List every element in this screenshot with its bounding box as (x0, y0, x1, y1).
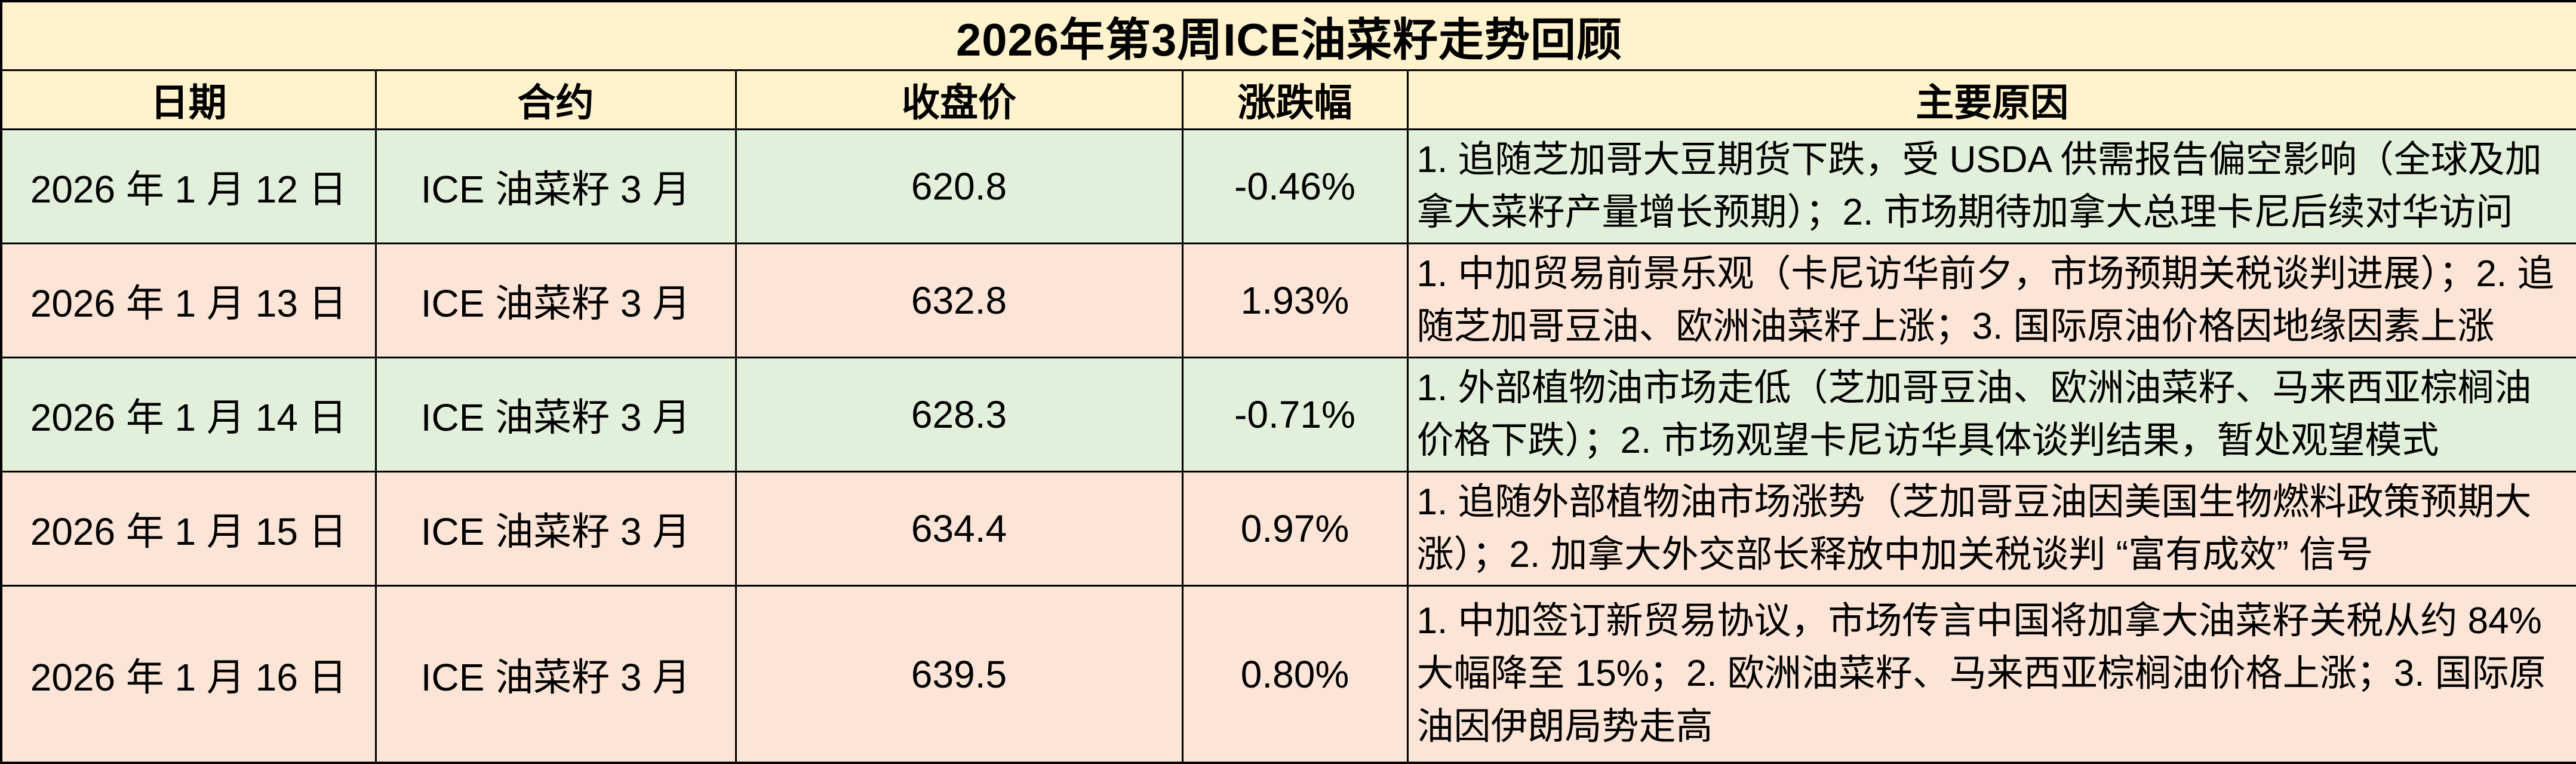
column-header-contract: 合约 (374, 69, 737, 130)
table-row: 2026 年 1 月 13 日 ICE 油菜籽 3 月 632.8 1.93% … (0, 243, 2576, 359)
change-cell: -0.71% (1181, 357, 1409, 473)
date-cell: 2026 年 1 月 15 日 (0, 471, 377, 587)
table-row: 2026 年 1 月 15 日 ICE 油菜籽 3 月 634.4 0.97% … (0, 471, 2576, 587)
table-title: 2026年第3周ICE油菜籽走势回顾 (0, 0, 2576, 71)
table-row: 2026 年 1 月 14 日 ICE 油菜籽 3 月 628.3 -0.71%… (0, 357, 2576, 473)
column-header-change: 涨跌幅 (1181, 69, 1409, 130)
change-cell: 0.97% (1181, 471, 1409, 587)
date-cell: 2026 年 1 月 16 日 (0, 585, 377, 764)
change-cell: 0.80% (1181, 585, 1409, 764)
reason-cell: 1. 中加贸易前景乐观（卡尼访华前夕，市场预期关税谈判进展）；2. 追随芝加哥豆… (1406, 243, 2576, 359)
reason-cell: 1. 追随外部植物油市场涨势（芝加哥豆油因美国生物燃料政策预期大涨）；2. 加拿… (1406, 471, 2576, 587)
date-cell: 2026 年 1 月 12 日 (0, 128, 377, 245)
close-cell: 632.8 (734, 243, 1184, 359)
close-cell: 620.8 (734, 128, 1184, 245)
reason-cell: 1. 追随芝加哥大豆期货下跌，受 USDA 供需报告偏空影响（全球及加拿大菜籽产… (1406, 128, 2576, 245)
date-cell: 2026 年 1 月 14 日 (0, 357, 377, 473)
change-cell: -0.46% (1181, 128, 1409, 245)
change-cell: 1.93% (1181, 243, 1409, 359)
close-cell: 634.4 (734, 471, 1184, 587)
reason-cell: 1. 外部植物油市场走低（芝加哥豆油、欧洲油菜籽、马来西亚棕榈油价格下跌）；2.… (1406, 357, 2576, 473)
reason-cell: 1. 中加签订新贸易协议，市场传言中国将加拿大油菜籽关税从约 84% 大幅降至 … (1406, 585, 2576, 764)
column-header-close: 收盘价 (734, 69, 1184, 130)
header-row: 日期 合约 收盘价 涨跌幅 主要原因 (0, 69, 2576, 130)
contract-cell: ICE 油菜籽 3 月 (374, 128, 737, 245)
contract-cell: ICE 油菜籽 3 月 (374, 471, 737, 587)
contract-cell: ICE 油菜籽 3 月 (374, 243, 737, 359)
contract-cell: ICE 油菜籽 3 月 (374, 357, 737, 473)
column-header-reason: 主要原因 (1406, 69, 2576, 130)
table-row: 2026 年 1 月 12 日 ICE 油菜籽 3 月 620.8 -0.46%… (0, 128, 2576, 245)
contract-cell: ICE 油菜籽 3 月 (374, 585, 737, 764)
title-row: 2026年第3周ICE油菜籽走势回顾 (0, 0, 2576, 71)
close-cell: 639.5 (734, 585, 1184, 764)
close-cell: 628.3 (734, 357, 1184, 473)
date-cell: 2026 年 1 月 13 日 (0, 243, 377, 359)
column-header-date: 日期 (0, 69, 377, 130)
table-row: 2026 年 1 月 16 日 ICE 油菜籽 3 月 639.5 0.80% … (0, 585, 2576, 764)
